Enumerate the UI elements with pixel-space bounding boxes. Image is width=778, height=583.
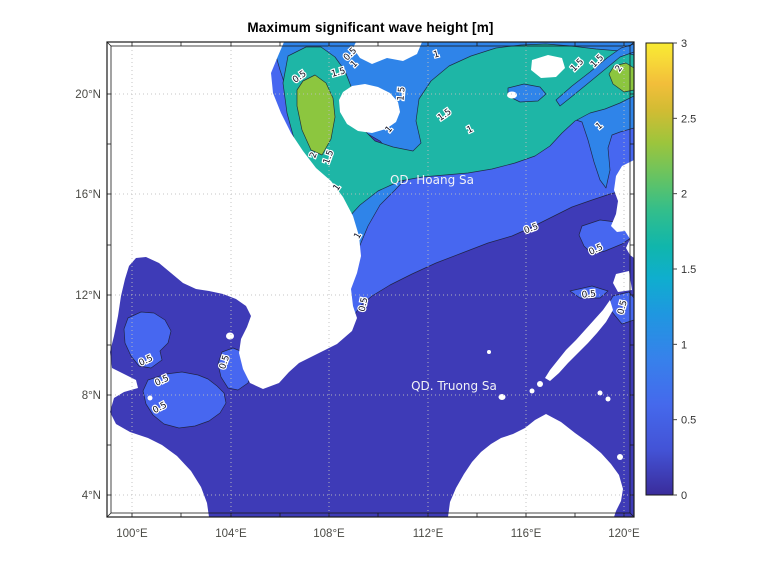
land-indochina-mainland [107,42,361,517]
colorbar [645,42,674,496]
contour-label-1: 1 [465,124,474,135]
contour-label-0.5: 0.5 [358,297,371,313]
frame-inner [110,45,631,514]
y-tick-label: 4°N [82,490,101,502]
frame-corner [106,512,112,518]
land-luzon-west-coast [611,160,634,258]
contour-label-1: 1 [432,49,440,60]
x-tick-label: 116°E [511,528,542,540]
contour-label-1.5: 1.5 [396,86,407,101]
colorbar-tick-label: 3 [681,38,687,50]
contour-band-ne-corner-2-2.5 [608,62,634,93]
frame-corner [106,41,112,47]
islet [147,395,153,401]
frame-corner [629,512,635,518]
annotation-qd-hoang-sa: QD. Hoang Sa [390,173,474,187]
colorbar-tick-label: 0.5 [681,415,696,427]
contour-band-tonkin-ne-1.5-2 [282,43,634,230]
frame-corner [629,41,635,47]
land-leizhou-coast [353,42,422,64]
y-tick-label: 20°N [75,89,101,101]
contour-band-gulf-thailand-nw [123,311,172,369]
contour-band-tonkin-core-2-2.5 [296,74,336,156]
contour-label-0.5: 0.5 [581,289,596,300]
colorbar-tick-label: 2 [681,189,687,201]
x-tick-label: 108°E [313,528,345,540]
contour-label-2: 2 [308,151,319,160]
x-tick-label: 100°E [116,528,148,540]
y-tick-label: 8°N [82,390,101,402]
annotation-qd-truong-sa: QD. Truong Sa [411,379,497,393]
land-borneo [448,414,623,517]
islet [529,388,535,394]
islet [507,91,517,99]
x-tick-label: 120°E [608,528,640,540]
colorbar-tick-label: 2.5 [681,113,696,125]
x-tick-label: 104°E [215,528,247,540]
land-palawan [545,300,613,381]
land-hainan [339,84,400,133]
plot-frame [106,41,635,518]
contour-band-ne-channel-1-1.5 [555,43,634,107]
land-coast-notch [531,55,565,78]
figure-title: Maximum significant wave height [m] [247,20,494,35]
islet [537,381,543,387]
islet [617,454,623,460]
frame-outer [106,41,635,518]
colorbar-tick-label: 1.5 [681,264,696,276]
land-mindoro [613,271,632,292]
x-tick-label: 112°E [413,528,444,540]
contour-band-gulf-thailand-s [142,371,227,429]
islet [605,396,611,402]
islet [487,350,491,354]
y-tick-label: 12°N [75,290,101,302]
y-tick-label: 16°N [75,189,101,201]
islet [226,332,234,340]
islet [597,390,603,396]
colorbar-tick-label: 0 [681,490,687,502]
colorbar-tick-label: 1 [681,339,687,351]
